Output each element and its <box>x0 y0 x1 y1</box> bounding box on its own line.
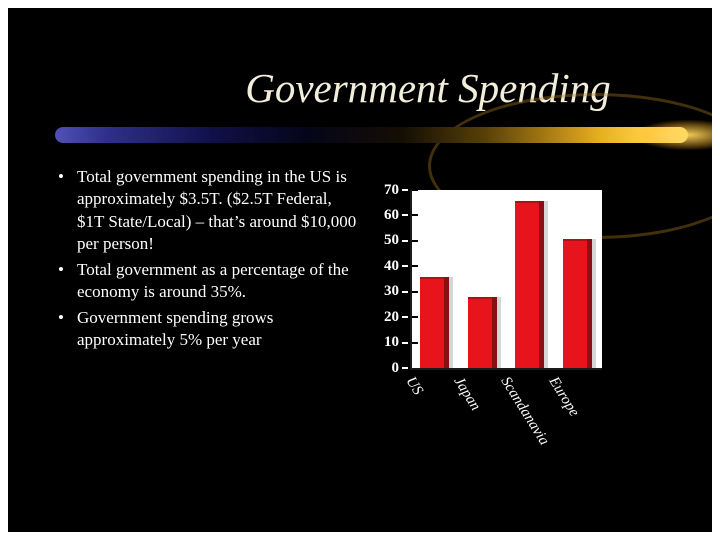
y-tick-label: 40 <box>377 257 408 275</box>
bar-europe <box>562 238 587 368</box>
bar-us <box>420 277 444 368</box>
bullet-item: • Total government as a percentage of the… <box>58 259 360 304</box>
bullet-text: Total government spending in the US is a… <box>77 167 357 254</box>
y-tick-mark <box>402 189 408 191</box>
x-label-scandanavia: Scandanavia <box>497 374 553 449</box>
y-tick-mark <box>402 239 408 242</box>
y-tick-mark <box>402 214 408 217</box>
y-tick-label: 60 <box>377 206 408 224</box>
bullet-marker: • <box>58 259 64 279</box>
plot-area <box>410 189 602 370</box>
axis-tick <box>412 189 418 191</box>
x-label-japan: Japan <box>449 374 483 414</box>
bar-japan <box>467 297 492 368</box>
x-label-europe: Europe <box>544 374 582 420</box>
axis-tick <box>412 239 418 242</box>
y-tick-value: 30 <box>384 283 399 300</box>
y-tick-label: 0 <box>377 359 408 377</box>
y-tick-label: 10 <box>377 334 408 352</box>
bullet-list: • Total government spending in the US is … <box>58 166 360 355</box>
x-label-us: US <box>402 374 426 399</box>
bullet-item: • Government spending grows approximately… <box>58 307 360 352</box>
y-tick-mark <box>402 367 408 369</box>
bullet-marker: • <box>58 167 64 186</box>
y-tick-value: 70 <box>384 181 399 198</box>
y-tick-label: 20 <box>377 308 408 326</box>
y-tick-label: 70 <box>377 181 408 199</box>
bar-chart: 0 10 20 30 40 50 60 70 US Japan Scandanavia Europe <box>366 182 616 500</box>
y-tick-label: 50 <box>377 232 408 250</box>
bullet-text: Total government as a percentage of the … <box>77 259 349 302</box>
axis-tick <box>412 290 418 293</box>
axis-tick <box>412 214 418 217</box>
axis-tick <box>412 265 418 268</box>
y-tick-mark <box>402 341 408 344</box>
bar-scandanavia <box>515 200 539 368</box>
y-tick-mark <box>402 265 408 268</box>
axis-tick <box>412 316 418 319</box>
slide: Government Spending • Total government sp… <box>8 8 712 532</box>
x-axis-labels: US Japan Scandanavia Europe <box>402 372 600 492</box>
y-tick-mark <box>402 290 408 293</box>
bullet-text: Government spending grows approximately … <box>77 307 274 350</box>
title-divider-bar <box>55 127 688 143</box>
y-tick-value: 0 <box>391 359 400 376</box>
y-tick-value: 50 <box>384 232 399 249</box>
y-axis: 0 10 20 30 40 50 60 70 <box>366 182 410 376</box>
y-tick-value: 10 <box>384 334 399 351</box>
axis-tick <box>412 341 418 344</box>
slide-title: Government Spending <box>245 65 611 111</box>
bullet-marker: • <box>58 307 64 327</box>
bullet-item: • Total government spending in the US is … <box>58 166 360 256</box>
y-tick-mark <box>402 316 408 319</box>
y-tick-value: 20 <box>384 308 399 325</box>
y-tick-label: 30 <box>377 283 408 301</box>
y-tick-value: 60 <box>384 206 399 223</box>
y-tick-value: 40 <box>384 257 399 274</box>
